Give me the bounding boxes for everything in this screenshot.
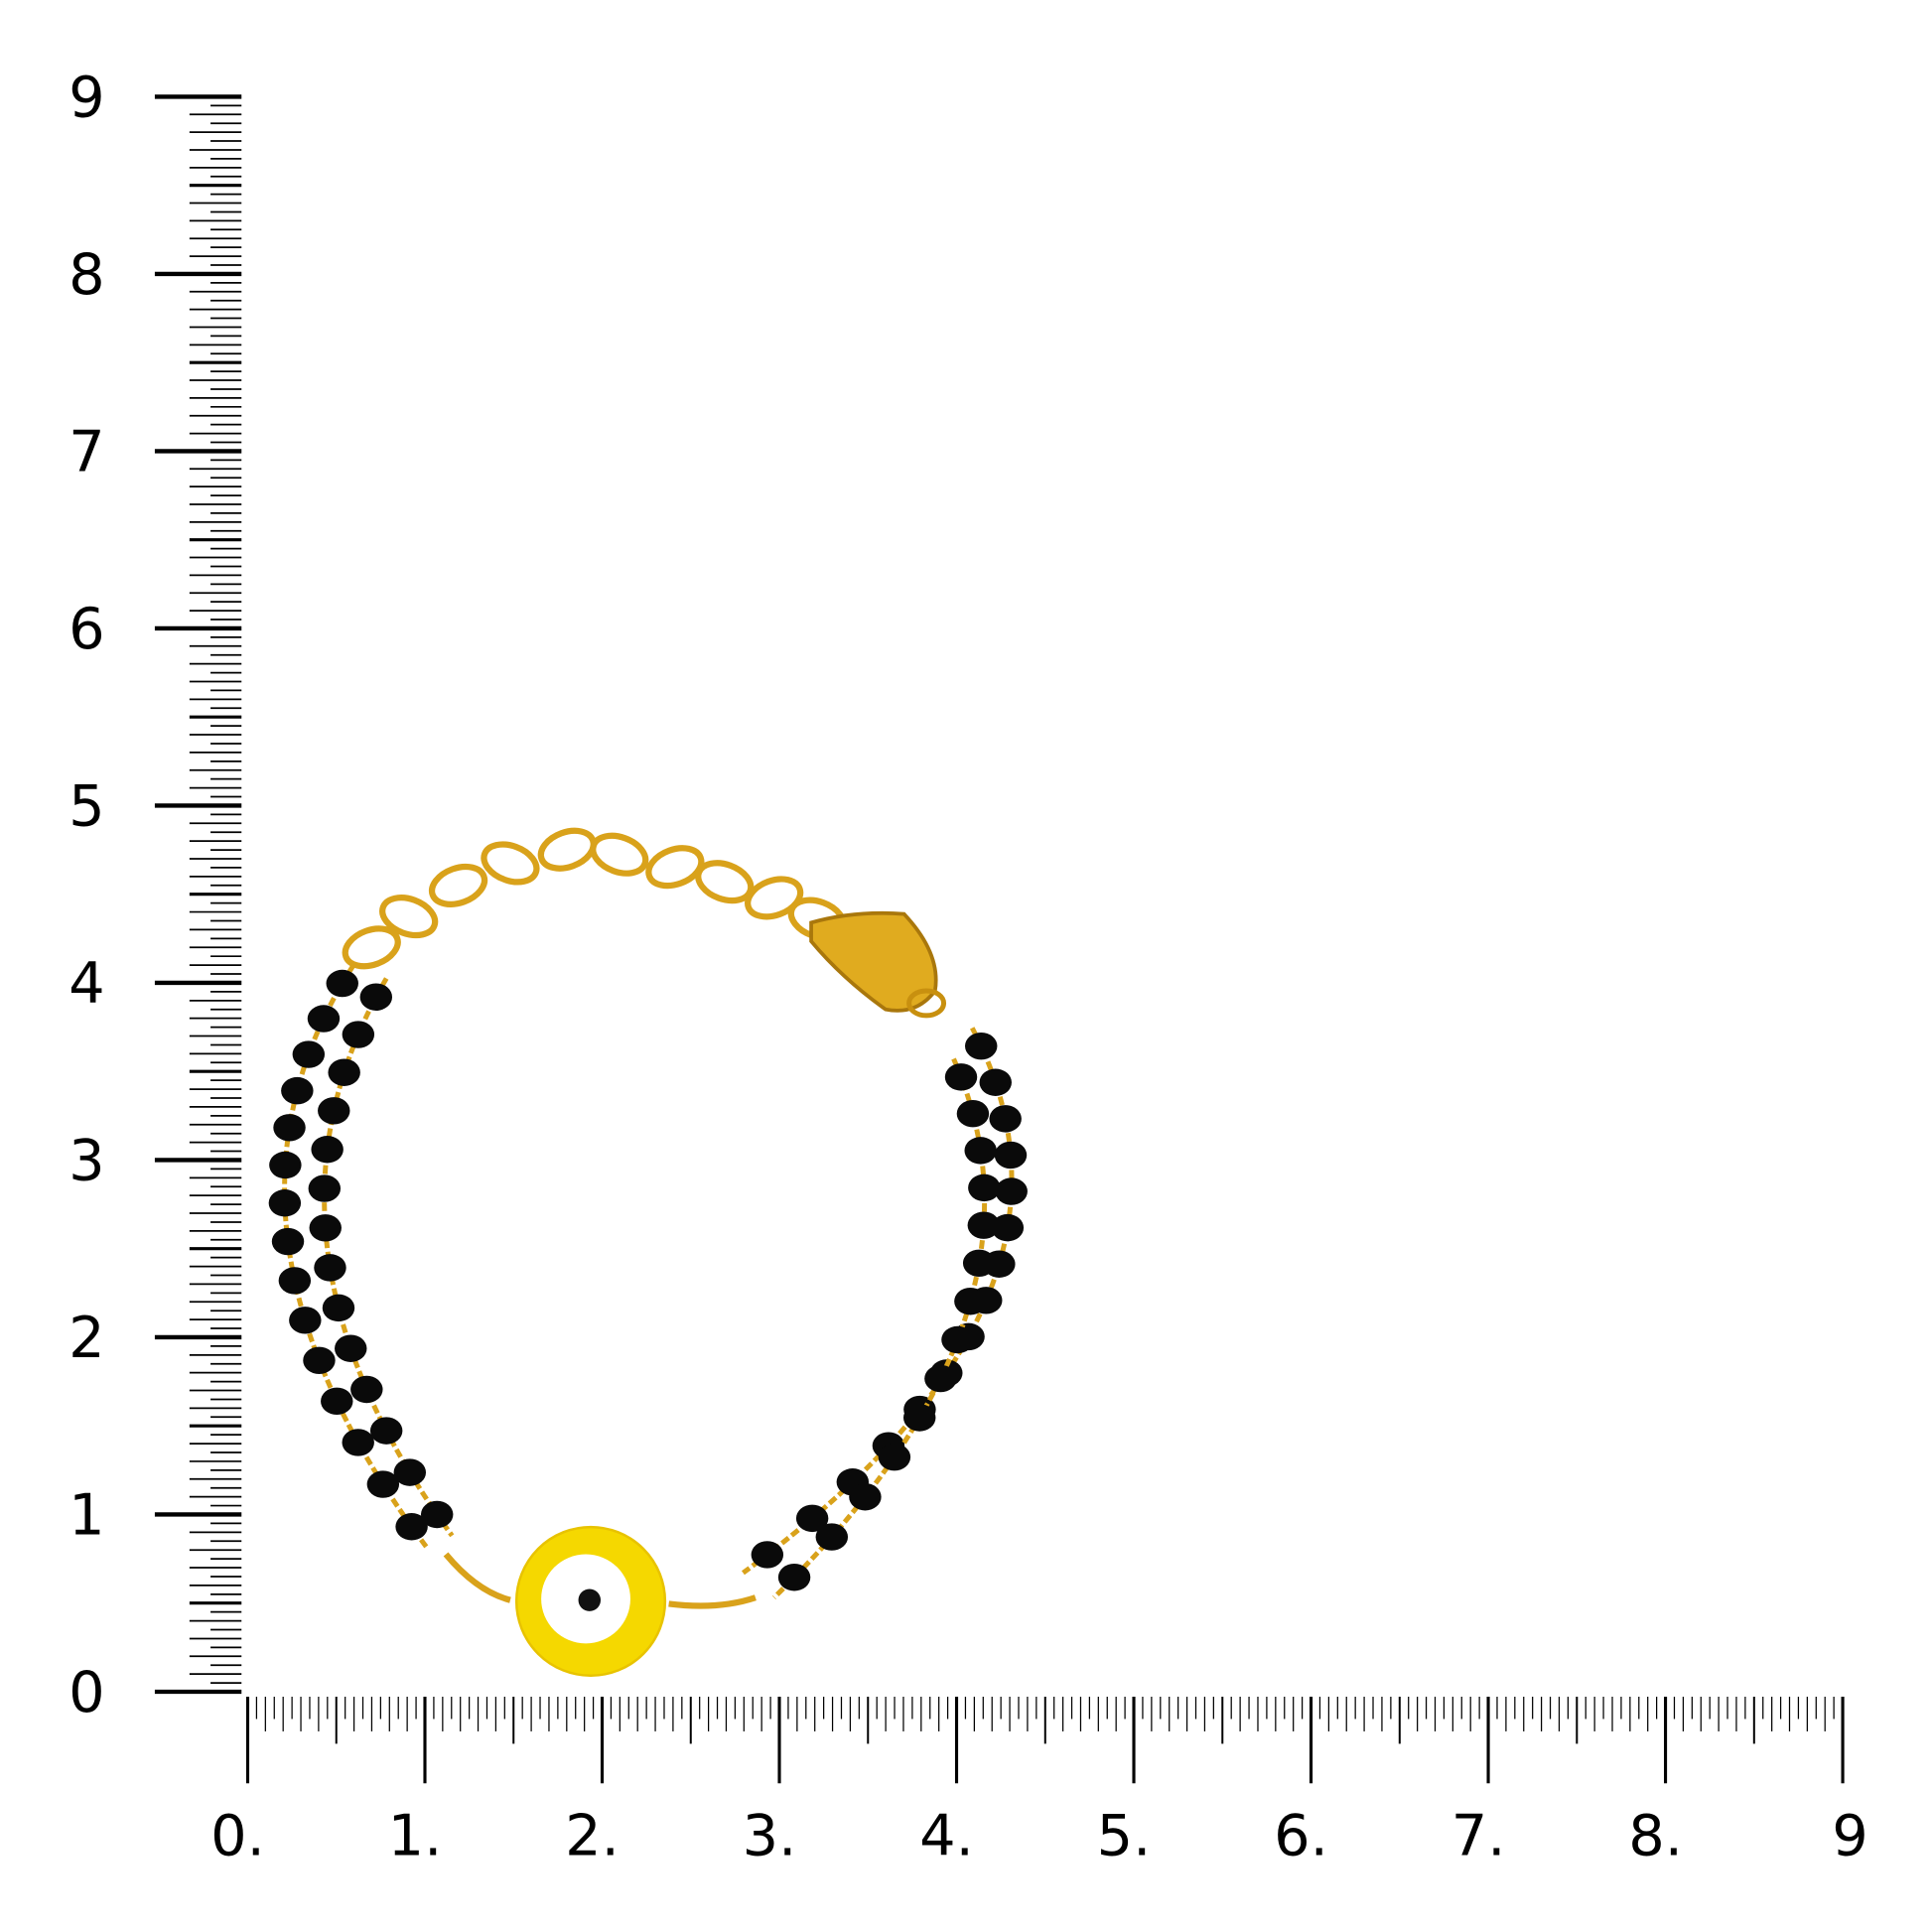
black-bead [359, 983, 393, 1011]
black-bead [979, 1068, 1012, 1096]
black-bead [366, 1470, 400, 1498]
black-bead [956, 1099, 990, 1128]
chain-link [537, 827, 597, 872]
horizontal-ruler-label: 6. [1274, 1803, 1328, 1869]
black-bead [393, 1458, 427, 1486]
vertical-ruler-label: 4 [69, 950, 105, 1017]
black-bead [962, 1249, 996, 1278]
black-bead [994, 1141, 1028, 1170]
black-bead [941, 1325, 974, 1354]
chain-link [342, 925, 401, 970]
vertical-ruler-labels: 0 1 2 3 4 5 6 7 8 9 [69, 64, 105, 1725]
bead-chain [771, 1057, 988, 1599]
black-bead [342, 1429, 374, 1456]
horizontal-ruler-label: 8. [1628, 1803, 1683, 1869]
connector-link [443, 1552, 511, 1603]
black-bead [321, 1387, 353, 1416]
horizontal-ruler-label: 3. [743, 1803, 797, 1869]
black-bead [369, 1417, 403, 1445]
black-bead [849, 1482, 882, 1511]
black-bead [271, 1227, 305, 1256]
horizontal-ruler-label: 0. [210, 1803, 265, 1869]
black-bead [777, 1564, 811, 1591]
black-bead [815, 1523, 849, 1551]
horizontal-ruler-label: 1. [388, 1803, 443, 1869]
black-bead [751, 1541, 784, 1569]
black-bead [278, 1267, 312, 1295]
vertical-ruler-label: 0 [69, 1659, 105, 1725]
black-bead [924, 1364, 957, 1393]
black-bead [303, 1346, 336, 1375]
black-bead [309, 1214, 342, 1242]
horizontal-ruler-label: 9 [1832, 1803, 1868, 1869]
vertical-ruler [154, 94, 242, 1695]
vertical-ruler-label: 6 [69, 596, 105, 662]
black-bead [902, 1404, 936, 1432]
black-bead [328, 1058, 360, 1086]
black-bead [991, 1213, 1025, 1242]
chain-link [481, 841, 540, 886]
chain-link [428, 863, 488, 907]
black-bead [342, 1021, 375, 1048]
horizontal-ruler-label: 5. [1097, 1803, 1152, 1869]
vertical-ruler-label: 5 [69, 772, 105, 839]
black-bead [995, 1177, 1028, 1205]
vertical-ruler-label: 8 [69, 241, 105, 308]
black-bead [307, 1005, 341, 1033]
black-bead [322, 1294, 355, 1322]
black-bead [964, 1137, 997, 1165]
chain-link [590, 832, 649, 877]
chain-link [745, 876, 804, 920]
vertical-ruler-label: 9 [69, 64, 105, 130]
black-bead [350, 1375, 383, 1404]
vertical-ruler-label: 3 [69, 1127, 105, 1193]
black-bead [289, 1307, 322, 1334]
black-bead [311, 1136, 344, 1164]
black-bead [954, 1288, 987, 1315]
black-bead [269, 1151, 302, 1179]
chain-link [645, 845, 705, 890]
horizontal-ruler [245, 1696, 1845, 1784]
black-bead [281, 1076, 314, 1105]
black-bead [944, 1063, 978, 1091]
black-bead [878, 1443, 911, 1471]
horizontal-ruler-label: 7. [1451, 1803, 1506, 1869]
black-bead [967, 1211, 1001, 1239]
horizontal-ruler-labels: 0. 1. 2. 3. 4. 5. 6. 7. 8. 9 [210, 1803, 1868, 1869]
black-bead [420, 1500, 454, 1529]
lobster-clasp [809, 910, 947, 1019]
vertical-ruler-label: 7 [69, 418, 105, 484]
black-bead [965, 1032, 998, 1060]
extension-chain [342, 827, 847, 970]
bead-strands [268, 964, 1028, 1609]
black-bead [795, 1504, 829, 1533]
vertical-ruler-label: 1 [69, 1481, 105, 1548]
black-bead [989, 1105, 1022, 1133]
black-bead [326, 969, 358, 998]
bracelet [268, 827, 1028, 1678]
black-bead [273, 1114, 306, 1142]
black-bead [314, 1254, 346, 1282]
horizontal-ruler-label: 4. [919, 1803, 974, 1869]
bead-chain [322, 977, 455, 1538]
black-bead [308, 1174, 342, 1202]
black-bead [968, 1173, 1001, 1202]
black-bead [335, 1334, 367, 1362]
black-bead [395, 1513, 428, 1541]
black-bead [292, 1040, 326, 1068]
vertical-ruler-label: 2 [69, 1305, 105, 1371]
horizontal-ruler-label: 2. [565, 1803, 620, 1869]
chain-link [379, 895, 439, 939]
evil-eye-charm [514, 1525, 667, 1678]
black-bead [268, 1189, 302, 1217]
black-bead [318, 1097, 350, 1125]
connector-link [668, 1594, 757, 1609]
